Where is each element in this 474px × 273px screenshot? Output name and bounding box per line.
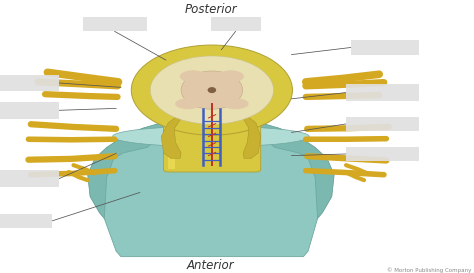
Polygon shape <box>161 117 182 158</box>
Ellipse shape <box>180 70 206 82</box>
Polygon shape <box>243 117 261 158</box>
Text: Anterior: Anterior <box>187 259 235 272</box>
Ellipse shape <box>218 70 244 82</box>
Text: © Morton Publishing Company: © Morton Publishing Company <box>387 267 472 272</box>
FancyBboxPatch shape <box>83 17 147 31</box>
Polygon shape <box>88 117 334 232</box>
FancyBboxPatch shape <box>351 40 419 55</box>
FancyBboxPatch shape <box>0 170 59 187</box>
FancyBboxPatch shape <box>164 79 261 172</box>
FancyBboxPatch shape <box>0 75 59 91</box>
Ellipse shape <box>131 45 292 135</box>
Ellipse shape <box>175 98 201 109</box>
FancyBboxPatch shape <box>346 117 419 131</box>
Ellipse shape <box>181 71 243 109</box>
FancyBboxPatch shape <box>346 84 419 101</box>
FancyBboxPatch shape <box>0 102 59 119</box>
FancyBboxPatch shape <box>0 214 52 228</box>
Ellipse shape <box>208 87 216 93</box>
Ellipse shape <box>150 56 273 124</box>
Ellipse shape <box>223 98 248 109</box>
Polygon shape <box>168 82 175 169</box>
Ellipse shape <box>113 126 309 147</box>
Text: Posterior: Posterior <box>184 3 237 16</box>
Polygon shape <box>104 131 318 257</box>
FancyBboxPatch shape <box>211 17 261 31</box>
FancyBboxPatch shape <box>346 147 419 161</box>
